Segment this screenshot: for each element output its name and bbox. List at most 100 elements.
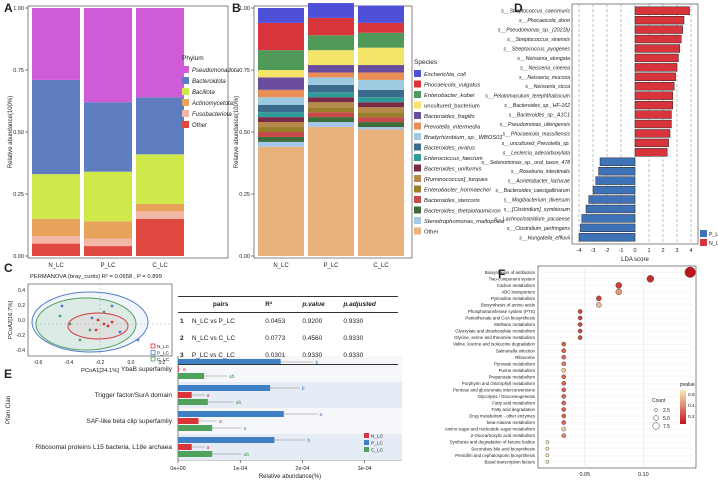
panel-letter-f: F bbox=[498, 267, 505, 281]
pathway-point bbox=[561, 387, 567, 393]
legend-swatch bbox=[414, 206, 421, 214]
x-tick-label: -4 bbox=[577, 248, 582, 254]
legend-swatch bbox=[414, 80, 421, 88]
legend-label: Actinomycetota bbox=[191, 101, 234, 107]
bar-segment-Fusobacteriota bbox=[32, 236, 80, 244]
legend-label: C_LC bbox=[371, 448, 384, 454]
pathway-label: Biosynthesis of antibiotics bbox=[485, 270, 536, 275]
panel-letter-e: E bbox=[4, 367, 12, 381]
y-tick-label: 1.00 bbox=[239, 6, 250, 12]
sig-letter: a bbox=[183, 367, 186, 373]
bar-segment-Bacteroides_ovatus bbox=[258, 104, 304, 113]
table-cell: 0.0773 bbox=[265, 335, 286, 342]
bar-segment-Stenotrophomonas_maltophilia bbox=[308, 122, 354, 128]
legend-label: Stenotrophomonas_maltophilia bbox=[424, 219, 505, 225]
bar-segment-Bradyrhizobium_sp._WBOS01 bbox=[358, 79, 404, 90]
bar-segment-Bacteroides_ovatus bbox=[358, 89, 404, 98]
bar-segment-uncultured_bacterium bbox=[308, 50, 354, 66]
pathway-label: Secondary bile acid biosynthesis bbox=[471, 446, 536, 451]
table-cell: 0.9330 bbox=[341, 347, 398, 365]
pathway-label: Pyruvate metabolism bbox=[494, 361, 535, 366]
legend-label: 0.2 bbox=[688, 414, 695, 420]
bar-segment-[Ruminococcus]_torques bbox=[258, 122, 304, 128]
bar-segment-Enterococcus_faecium bbox=[258, 112, 304, 118]
feature-label: s__Selenomonas_sp._oral_taxon_478 bbox=[481, 160, 570, 166]
bar-segment-Actinomycetota bbox=[136, 203, 184, 212]
lda-bar bbox=[634, 100, 674, 110]
y-tick-label: 0.50 bbox=[239, 130, 250, 136]
legend-title: Count bbox=[652, 398, 666, 404]
bar-segment-Bacteroides_stercoris bbox=[308, 112, 354, 118]
legend-swatch bbox=[182, 66, 189, 73]
pathway-label: Methane metabolism bbox=[494, 322, 535, 327]
pathway-label: Synthesis and degradation of ketone bodi… bbox=[450, 440, 536, 445]
y-tick-label: 0.0 bbox=[18, 318, 25, 324]
legend-title: Species bbox=[414, 59, 438, 66]
bar-segment-Enterococcus_faecium bbox=[308, 92, 354, 98]
pathway-label: Fatty acid metabolism bbox=[492, 401, 535, 406]
bar-segment-Enterobacter_kobei bbox=[258, 50, 304, 70]
legend-swatch bbox=[414, 133, 421, 140]
pathway-label: Glycolysis / Gluconeogenesis bbox=[478, 394, 536, 399]
pathway-point bbox=[561, 361, 567, 367]
pathway-point bbox=[577, 315, 583, 321]
legend-swatch bbox=[150, 343, 156, 349]
point-n-lc bbox=[94, 328, 98, 332]
point-c-lc bbox=[102, 310, 106, 314]
pathway-label: Penicillin and cephalosporin biosynthesi… bbox=[455, 453, 536, 458]
legend-label: Bacteroidota bbox=[192, 79, 226, 85]
bar-segment-Phocaeicola_vulgatus bbox=[308, 17, 354, 36]
bar-segment-Enterococcus_faecium bbox=[358, 97, 404, 103]
table-cell: N_LC vs P_LC bbox=[191, 318, 235, 325]
bar-segment-Other bbox=[32, 243, 80, 256]
bar-N_LC bbox=[178, 444, 192, 450]
x-tick-label: 1e-04 bbox=[233, 466, 247, 472]
bar-segment-Prevotella_intermedia bbox=[358, 72, 404, 80]
pathway-point bbox=[545, 440, 550, 444]
x-tick-label: N_LC bbox=[48, 263, 64, 269]
feature-label: s__Streptococcus_sinensis bbox=[507, 37, 570, 43]
panel-letter-a: A bbox=[4, 1, 13, 15]
table-cell: 0.9200 bbox=[302, 318, 323, 325]
pathway-label: ABC transporters bbox=[501, 289, 535, 294]
table-cell: 1 bbox=[180, 318, 184, 325]
pathway-label: Pentose and glucuronate interconversions bbox=[453, 387, 536, 392]
point-n-lc bbox=[102, 322, 106, 326]
lda-bar bbox=[578, 233, 636, 242]
pathway-label: Amino sugar and nucleotide sugar metabol… bbox=[445, 427, 536, 432]
bar-segment-uncultured_bacterium bbox=[358, 47, 404, 66]
point-c-lc bbox=[68, 322, 72, 326]
x-tick-label: N_LC bbox=[273, 263, 289, 269]
panel-letter-c: C bbox=[4, 261, 13, 275]
pathway-label: Propanoate metabolism bbox=[489, 374, 536, 379]
bar-segment-Fusobacteriota bbox=[84, 238, 132, 247]
bar-segment-Bacteroides_stercoris bbox=[258, 132, 304, 137]
point-p-lc bbox=[90, 316, 94, 320]
legend-label: Bacteroides_ovatus bbox=[424, 146, 475, 152]
lda-bar bbox=[634, 72, 676, 81]
legend-swatch bbox=[182, 110, 189, 117]
legend-label: Escherichia_coli bbox=[424, 72, 467, 78]
legend-size-marker bbox=[654, 408, 658, 412]
pathway-label: beta-Alanine metabolism bbox=[487, 420, 536, 425]
y-tick-label: 0.25 bbox=[13, 192, 24, 198]
legend-swatch bbox=[182, 88, 189, 95]
table-row: 3 P_LC vs C_LC 0.0301 0.9330 0.9330 bbox=[178, 347, 398, 365]
lda-bar bbox=[634, 148, 668, 157]
bar-C_LC bbox=[178, 373, 205, 379]
sig-letter: b bbox=[302, 386, 305, 392]
pathway-point bbox=[577, 335, 583, 340]
table-cell: N_LC vs C_LC bbox=[191, 335, 236, 342]
table-row: 2 N_LC vs C_LC 0.0773 0.4560 0.9330 bbox=[178, 330, 398, 347]
legend-swatch bbox=[150, 356, 156, 362]
x-tick-label: -0.6 bbox=[34, 360, 43, 366]
pathway-point bbox=[561, 341, 567, 347]
bar-segment-Enterobacter_hormaechei bbox=[358, 112, 404, 118]
legend-title: pvalue bbox=[680, 382, 695, 388]
feature-label: s__Neisseria_cinerea bbox=[520, 65, 570, 71]
chart-title: PERMANOVA (bray_curtis) R² = 0.0658 , P … bbox=[30, 274, 162, 280]
feature-label: s__Clostridium_perfringens bbox=[507, 226, 571, 232]
y-tick-label: 0.25 bbox=[239, 192, 250, 198]
bar-segment-Bacteroides_fragilis bbox=[258, 77, 304, 90]
